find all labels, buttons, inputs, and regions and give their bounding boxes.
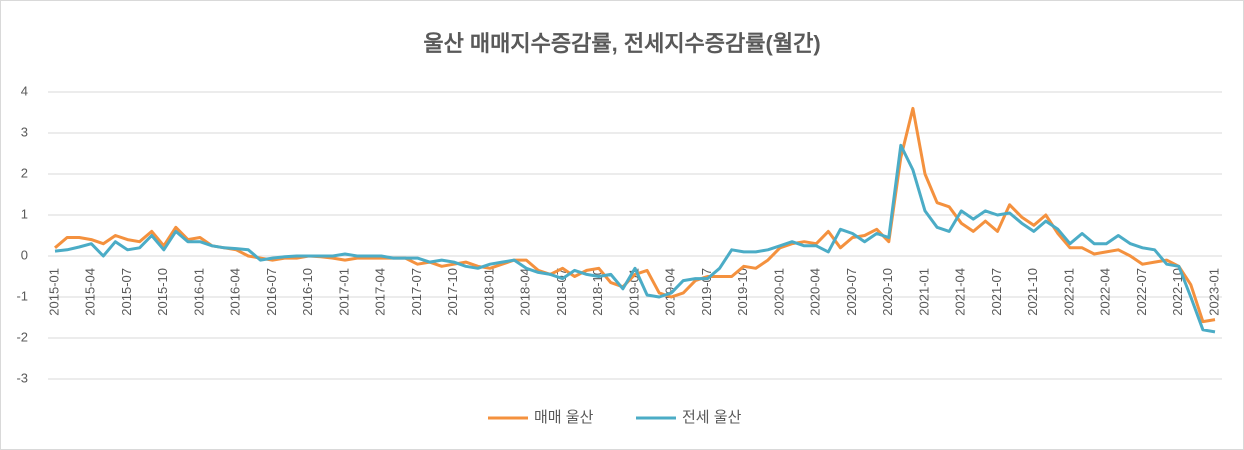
x-tick-label: 2018-07 — [554, 268, 569, 316]
y-tick-label: -1 — [16, 288, 28, 303]
y-tick-label: 3 — [21, 124, 28, 139]
x-tick-label: 2017-04 — [373, 268, 388, 316]
x-tick-label: 2015-07 — [119, 268, 134, 316]
x-tick-label: 2020-10 — [880, 268, 895, 316]
x-tick-label: 2021-10 — [1025, 268, 1040, 316]
y-tick-label: -2 — [16, 329, 28, 344]
x-tick-label: 2022-10 — [1170, 268, 1185, 316]
y-tick-label: 0 — [21, 247, 28, 262]
x-tick-label: 2022-07 — [1134, 268, 1149, 316]
x-tick-label: 2015-01 — [46, 268, 61, 316]
x-tick-label: 2018-10 — [590, 268, 605, 316]
legend-label: 매매 울산 — [534, 409, 594, 426]
x-tick-label: 2021-07 — [989, 268, 1004, 316]
y-tick-label: 4 — [21, 83, 28, 98]
legend-label: 전세 울산 — [682, 409, 742, 426]
x-tick-label: 2017-07 — [409, 268, 424, 316]
x-tick-label: 2020-07 — [844, 268, 859, 316]
x-tick-label: 2017-10 — [445, 268, 460, 316]
x-tick-label: 2022-01 — [1061, 268, 1076, 316]
x-tick-label: 2018-01 — [481, 268, 496, 316]
x-tick-label: 2016-10 — [300, 268, 315, 316]
x-tick-label: 2017-01 — [336, 268, 351, 316]
x-tick-label: 2015-10 — [155, 268, 170, 316]
x-tick-label: 2023-01 — [1206, 268, 1221, 316]
y-tick-label: 2 — [21, 165, 28, 180]
x-tick-label: 2016-01 — [191, 268, 206, 316]
y-tick-label: -3 — [16, 370, 28, 385]
x-tick-label: 2018-04 — [518, 268, 533, 316]
x-tick-label: 2016-04 — [228, 268, 243, 316]
x-tick-label: 2020-04 — [808, 268, 823, 316]
series-line — [54, 143, 1216, 334]
x-tick-label: 2016-07 — [264, 268, 279, 316]
x-tick-label: 2022-04 — [1098, 268, 1113, 316]
x-tick-label: 2021-04 — [953, 268, 968, 316]
x-tick-label: 2020-01 — [771, 268, 786, 316]
series-line — [54, 106, 1216, 324]
chart-title: 울산 매매지수증감률, 전세지수증감률(월간) — [423, 31, 820, 56]
x-tick-label: 2021-01 — [916, 268, 931, 316]
y-tick-label: 1 — [21, 206, 28, 221]
x-tick-label: 2019-10 — [735, 268, 750, 316]
x-tick-label: 2015-04 — [83, 268, 98, 316]
